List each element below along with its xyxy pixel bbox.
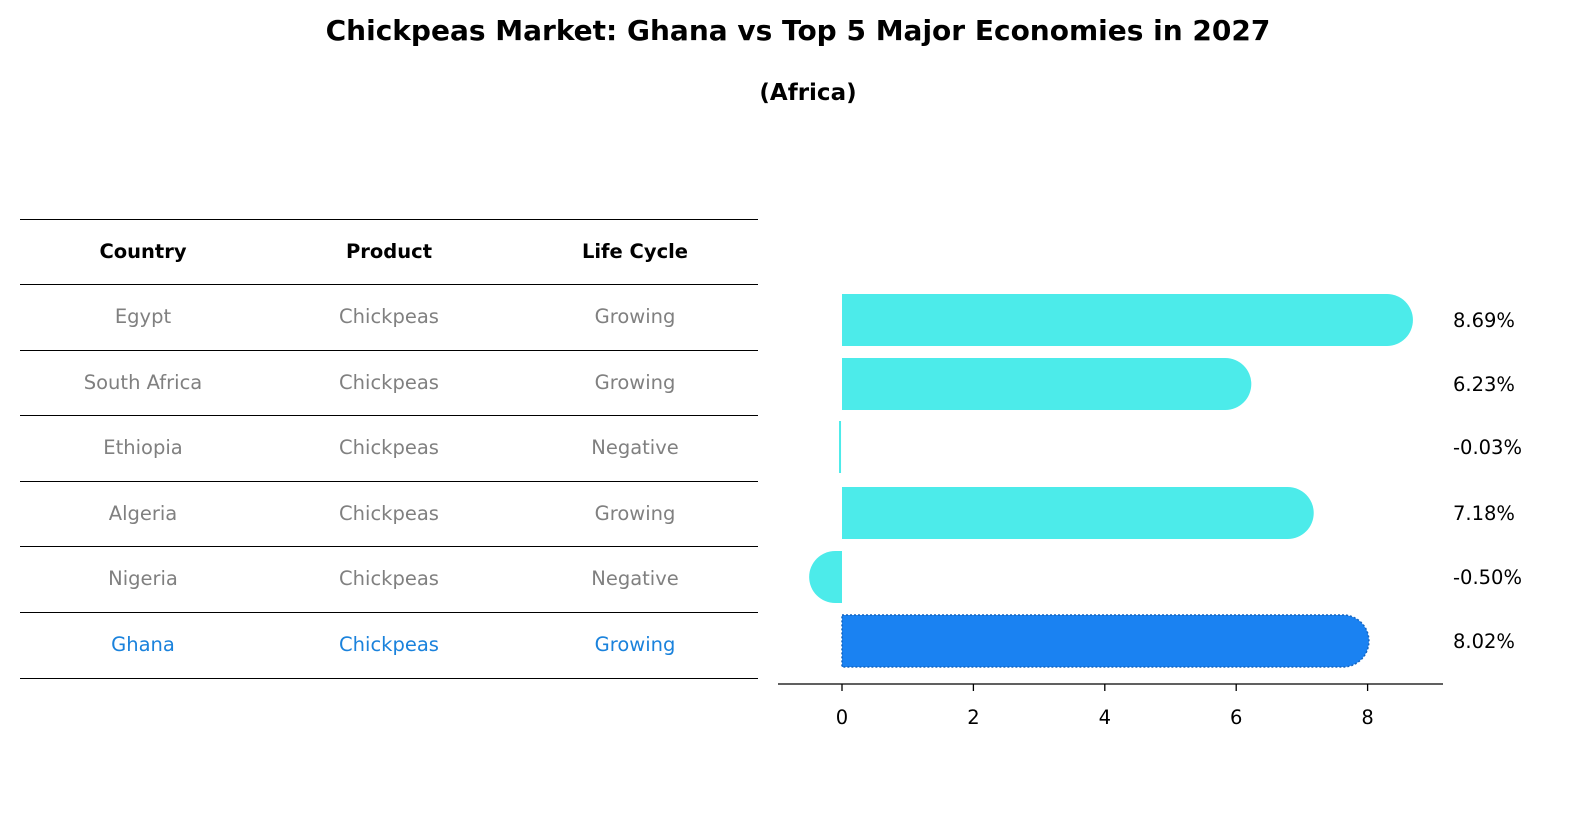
row-egypt-product: Chickpeas	[339, 305, 439, 328]
bars-layer	[809, 294, 1413, 668]
row-nigeria-life-cycle: Negative	[591, 567, 679, 590]
value-label: 7.18%	[1453, 502, 1515, 525]
value-labels-layer: 8.69% 6.23% -0.03% 7.18% -0.50% 8.02%	[1453, 309, 1522, 653]
value-label: -0.03%	[1453, 436, 1522, 459]
table-header-rule	[20, 284, 758, 285]
table-row-rule	[20, 415, 758, 416]
x-tick-label: 2	[967, 706, 979, 729]
x-tick-label: 4	[1099, 706, 1111, 729]
chart-title: Chickpeas Market: Ghana vs Top 5 Major E…	[325, 14, 1271, 47]
row-egypt-life-cycle: Growing	[594, 305, 676, 328]
row-nigeria-product: Chickpeas	[339, 567, 439, 590]
bar-ethiopia	[839, 421, 842, 473]
header-product: Product	[345, 240, 433, 263]
table-bottom-rule	[20, 677, 758, 679]
x-tick-label: 0	[836, 706, 848, 729]
bar-algeria	[842, 487, 1314, 539]
row-south-africa-life-cycle: Growing	[594, 370, 676, 394]
table-row-rule	[20, 349, 758, 351]
row-south-africa-country: South Africa	[83, 370, 203, 394]
row-ghana-life-cycle: Growing	[594, 632, 676, 656]
header-country: Country	[99, 240, 187, 263]
x-tick-label: 6	[1230, 706, 1242, 729]
bar-egypt	[842, 294, 1413, 346]
row-south-africa-product: Chickpeas	[339, 370, 439, 394]
value-label: 8.69%	[1453, 309, 1515, 332]
value-label: 6.23%	[1453, 373, 1515, 396]
x-tick-label: 8	[1361, 706, 1373, 729]
row-egypt-country: Egypt	[114, 305, 172, 328]
bar-ghana	[841, 614, 1370, 668]
x-axis: 0 2 4 6 8	[778, 683, 1443, 729]
value-label: -0.50%	[1453, 566, 1522, 589]
table-row-rule	[20, 546, 758, 547]
header-life-cycle: Life Cycle	[581, 240, 689, 263]
row-ethiopia-country: Ethiopia	[103, 436, 183, 459]
row-algeria-product: Chickpeas	[339, 501, 439, 525]
row-nigeria-country: Nigeria	[108, 567, 178, 590]
row-ethiopia-product: Chickpeas	[339, 436, 439, 459]
table-row-rule	[20, 611, 758, 613]
row-ghana-country: Ghana	[111, 632, 175, 656]
row-algeria-country: Algeria	[108, 501, 178, 525]
table-top-rule	[20, 219, 758, 220]
table-row-rule	[20, 480, 758, 482]
chart-subtitle: (Africa)	[759, 80, 857, 106]
bar-nigeria	[809, 551, 842, 603]
value-label: 8.02%	[1453, 630, 1515, 653]
row-ghana-product: Chickpeas	[339, 632, 439, 656]
bar-south-africa	[842, 358, 1252, 410]
row-ethiopia-life-cycle: Negative	[591, 436, 679, 459]
row-algeria-life-cycle: Growing	[594, 501, 676, 525]
